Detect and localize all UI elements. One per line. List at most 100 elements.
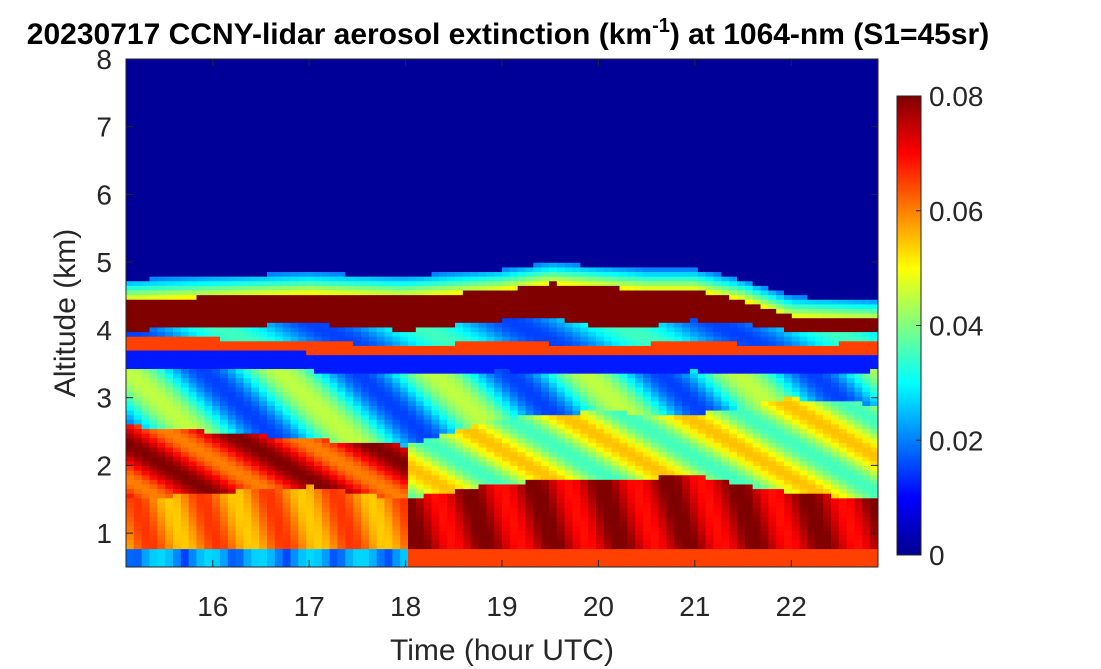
heatmap-cell xyxy=(447,271,456,277)
heatmap-cell xyxy=(400,322,409,328)
heatmap-cell xyxy=(196,525,205,531)
heatmap-cell xyxy=(368,289,378,296)
heatmap-cell xyxy=(227,502,237,508)
heatmap-cell xyxy=(321,460,331,467)
heatmap-cell xyxy=(259,405,268,411)
heatmap-cell xyxy=(133,391,143,397)
heatmap-cell xyxy=(212,202,221,208)
heatmap-cell xyxy=(321,363,331,370)
heatmap-cell xyxy=(439,419,448,425)
heatmap-cell xyxy=(298,142,307,148)
heatmap-cell xyxy=(400,59,409,65)
heatmap-cell xyxy=(455,243,464,249)
heatmap-cell xyxy=(141,488,151,494)
heatmap-cell xyxy=(361,165,370,171)
heatmap-cell xyxy=(321,511,331,517)
heatmap-cell xyxy=(361,530,370,536)
heatmap-cell xyxy=(188,243,198,249)
heatmap-cell xyxy=(368,386,378,393)
heatmap-cell xyxy=(361,86,370,92)
heatmap-cell xyxy=(204,294,213,300)
heatmap-cell xyxy=(314,396,323,402)
heatmap-cell xyxy=(204,252,213,259)
heatmap-cell xyxy=(314,165,323,171)
heatmap-cell xyxy=(243,105,252,111)
heatmap-cell xyxy=(133,211,143,217)
heatmap-cell xyxy=(431,123,440,129)
heatmap-cell xyxy=(220,557,229,563)
heatmap-cell xyxy=(455,396,464,402)
heatmap-cell xyxy=(251,63,260,69)
heatmap-cell xyxy=(329,266,339,273)
heatmap-cell xyxy=(220,294,229,300)
heatmap-cell xyxy=(133,479,143,485)
heatmap-cell xyxy=(408,396,417,402)
heatmap-cell xyxy=(133,243,143,249)
heatmap-cell xyxy=(384,400,393,406)
heatmap-cell xyxy=(447,276,456,282)
heatmap-cell xyxy=(306,493,315,499)
heatmap-cell xyxy=(392,534,401,540)
heatmap-cell xyxy=(392,132,401,139)
heatmap-cell xyxy=(431,165,440,171)
heatmap-cell xyxy=(408,493,417,499)
heatmap-cell xyxy=(259,474,268,480)
heatmap-cell xyxy=(157,220,166,226)
heatmap-cell xyxy=(204,506,213,513)
heatmap-cell xyxy=(188,391,198,397)
heatmap-cell xyxy=(368,470,378,476)
heatmap-cell xyxy=(243,363,252,370)
heatmap-cell xyxy=(368,349,378,356)
heatmap-cell xyxy=(353,479,362,485)
heatmap-cell xyxy=(235,271,245,277)
heatmap-cell xyxy=(415,373,425,379)
heatmap-cell xyxy=(345,349,354,356)
heatmap-cell xyxy=(235,354,245,360)
heatmap-cell xyxy=(447,211,456,217)
heatmap-cell xyxy=(345,391,354,397)
heatmap-cell xyxy=(470,91,480,97)
heatmap-cell xyxy=(321,142,331,148)
heatmap-cell xyxy=(306,211,315,217)
heatmap-cell xyxy=(353,308,362,314)
heatmap-cell xyxy=(431,202,440,208)
heatmap-cell xyxy=(306,165,315,171)
heatmap-cell xyxy=(384,382,393,388)
heatmap-cell xyxy=(298,151,307,157)
heatmap-cell xyxy=(329,192,339,199)
heatmap-cell xyxy=(298,562,307,567)
heatmap-cell xyxy=(196,317,205,323)
heatmap-cell xyxy=(423,119,433,125)
heatmap-cell xyxy=(133,483,143,490)
heatmap-cell xyxy=(220,548,229,554)
heatmap-cell xyxy=(439,340,448,346)
heatmap-cell xyxy=(368,105,378,111)
heatmap-cell xyxy=(173,336,182,342)
heatmap-cell xyxy=(384,234,393,240)
heatmap-cell xyxy=(455,72,464,79)
heatmap-cell xyxy=(314,377,323,383)
heatmap-cell xyxy=(290,192,299,199)
heatmap-cell xyxy=(423,409,433,416)
heatmap-cell xyxy=(149,280,158,286)
heatmap-cell xyxy=(423,368,433,374)
heatmap-cell xyxy=(173,340,182,346)
heatmap-cell xyxy=(165,451,174,457)
heatmap-cell xyxy=(259,368,268,374)
heatmap-cell xyxy=(400,72,409,79)
heatmap-cell xyxy=(165,562,174,567)
heatmap-cell xyxy=(361,446,370,453)
heatmap-cell xyxy=(298,553,307,559)
heatmap-cell xyxy=(267,243,276,249)
heatmap-cell xyxy=(455,460,464,467)
heatmap-cell xyxy=(282,266,292,273)
heatmap-cell xyxy=(368,91,378,97)
heatmap-cell xyxy=(180,548,190,554)
heatmap-cell xyxy=(423,442,433,448)
heatmap-cell xyxy=(361,119,370,125)
heatmap-cell xyxy=(141,382,151,388)
heatmap-cell xyxy=(126,294,135,300)
heatmap-cell xyxy=(212,119,221,125)
heatmap-cell xyxy=(415,511,425,517)
heatmap-cell xyxy=(243,229,252,236)
